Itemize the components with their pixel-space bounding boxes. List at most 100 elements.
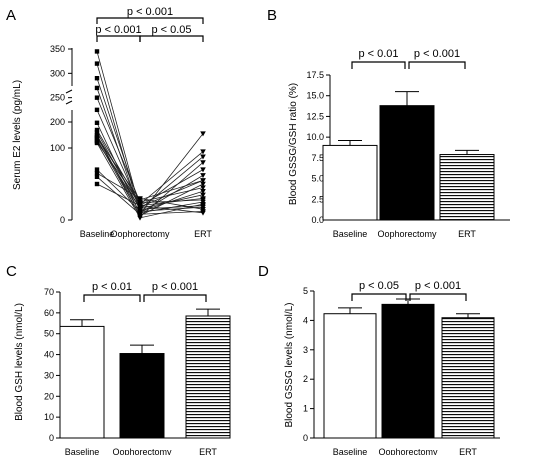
point-baseline xyxy=(94,167,100,172)
point-oophorectomy xyxy=(137,196,143,202)
y-tick-label-a: 200 xyxy=(50,117,65,127)
subject-line xyxy=(96,87,204,212)
significance-bracket xyxy=(143,294,207,302)
panel-c: C Blood GSH levels (nmol/L) 0 10 20 30 40 50 6… xyxy=(6,263,231,455)
y-tick-label: 0.0 xyxy=(311,215,324,225)
y-tick-label: 0 xyxy=(303,433,308,443)
y-tick-label: 20 xyxy=(44,391,54,401)
y-tick-label: 10.0 xyxy=(306,132,324,142)
p-value-label: p < 0.001 xyxy=(414,48,460,60)
point-ert xyxy=(200,189,206,194)
panel-label-d: D xyxy=(258,263,269,280)
x-tick-label: ERT xyxy=(199,447,217,455)
y-axis-title-b: Blood GSSG/GSH ratio (%) xyxy=(288,83,299,205)
x-tick-label-a: ERT xyxy=(194,229,212,239)
p-value-label: p < 0.01 xyxy=(92,281,132,293)
point-baseline xyxy=(94,181,100,187)
bar-ert xyxy=(441,317,495,439)
x-tick-label: ERT xyxy=(458,229,476,239)
point-ert xyxy=(200,185,206,191)
p-value-label: p < 0.001 xyxy=(127,6,173,18)
point-ert xyxy=(200,149,206,155)
y-tick-label: 50 xyxy=(44,329,54,339)
panel-label-b: B xyxy=(267,7,277,24)
point-baseline xyxy=(94,174,100,179)
x-tick-label: Baseline xyxy=(65,447,100,455)
p-value-label: p < 0.05 xyxy=(151,24,191,36)
significance-bracket xyxy=(96,35,141,42)
y-tick-label-a: 250 xyxy=(50,93,65,103)
y-tick-label: 15.0 xyxy=(306,91,324,101)
x-tick-label: ERT xyxy=(459,447,477,455)
x-tick-label-a: Baseline xyxy=(80,229,115,239)
p-value-label: p < 0.001 xyxy=(95,24,141,36)
subject-points xyxy=(94,49,206,221)
y-tick-label: 1 xyxy=(303,404,308,414)
bar-baseline xyxy=(322,144,378,221)
point-baseline xyxy=(94,76,100,81)
point-baseline xyxy=(94,120,100,125)
subject-lines xyxy=(96,51,204,219)
point-baseline xyxy=(94,49,100,54)
point-oophorectomy xyxy=(137,209,143,215)
point-baseline xyxy=(94,107,100,113)
point-oophorectomy xyxy=(137,206,143,212)
point-ert xyxy=(200,173,206,179)
bar-baseline xyxy=(323,313,377,439)
y-tick-label: 70 xyxy=(44,287,54,297)
subject-line xyxy=(96,140,204,209)
y-tick-label-a: 300 xyxy=(50,68,65,78)
panel-a: A Serum E2 levels (pg/mL) 0 100 200 250 300 3… xyxy=(6,6,212,239)
subject-line xyxy=(96,142,204,204)
y-tick-label: 40 xyxy=(44,350,54,360)
y-tick-label: 7.5 xyxy=(311,153,324,163)
bar-ert xyxy=(185,315,231,439)
y-tick-label-a: 0 xyxy=(60,215,65,225)
point-ert xyxy=(200,178,206,184)
bar-oophorectomy xyxy=(119,353,165,439)
y-tick-label: 12.5 xyxy=(306,111,324,121)
y-axis-title-d: Blood GSSG levels (nmol/L) xyxy=(284,302,295,427)
y-tick-label: 4 xyxy=(303,315,308,325)
axis-break-mark-lower xyxy=(65,100,73,105)
x-tick-label-a: Oophorectomy xyxy=(110,229,170,239)
panel-d: D Blood GSSG levels (nmol/L) 0 1 2 3 4 5 Basel… xyxy=(258,263,500,455)
y-tick-label: 17.5 xyxy=(306,70,324,80)
bar-oophorectomy xyxy=(379,105,435,221)
point-oophorectomy xyxy=(137,203,143,209)
y-tick-label: 5 xyxy=(303,286,308,296)
bar-baseline xyxy=(59,325,105,439)
subject-line xyxy=(96,78,204,207)
p-value-label: p < 0.01 xyxy=(358,48,398,60)
point-baseline xyxy=(94,171,100,176)
y-tick-label: 3 xyxy=(303,345,308,355)
point-ert xyxy=(200,197,206,203)
x-tick-label: Oophorectomy xyxy=(377,229,437,239)
significance-bracket xyxy=(96,17,204,24)
point-baseline xyxy=(94,61,100,66)
panel-label-c: C xyxy=(6,263,17,280)
y-axis-title-c: Blood GSH levels (nmol/L) xyxy=(14,303,25,421)
significance-bracket xyxy=(139,35,204,42)
significance-bracket xyxy=(351,61,406,69)
y-axis-title-a: Serum E2 levels (pg/mL) xyxy=(12,80,23,190)
y-tick-label: 0 xyxy=(49,433,54,443)
panel-label-a: A xyxy=(6,7,16,24)
point-oophorectomy xyxy=(137,200,143,206)
y-tick-label: 30 xyxy=(44,370,54,380)
bar-ert xyxy=(439,154,495,221)
p-value-label: p < 0.001 xyxy=(152,281,198,293)
panel-b: B Blood GSSG/GSH ratio (%) 0.0 2.5 5.0 7.5 1… xyxy=(267,7,510,239)
x-tick-label: Baseline xyxy=(333,447,368,455)
x-tick-label: Oophorectomy xyxy=(112,447,172,455)
point-oophorectomy xyxy=(137,215,143,221)
point-ert xyxy=(200,201,206,207)
point-ert xyxy=(200,160,206,166)
point-baseline xyxy=(94,95,100,100)
point-ert xyxy=(200,210,206,216)
point-ert xyxy=(200,167,206,173)
p-value-label: p < 0.05 xyxy=(359,280,399,292)
y-tick-label-a: 100 xyxy=(50,143,65,153)
significance-bracket xyxy=(408,61,466,69)
